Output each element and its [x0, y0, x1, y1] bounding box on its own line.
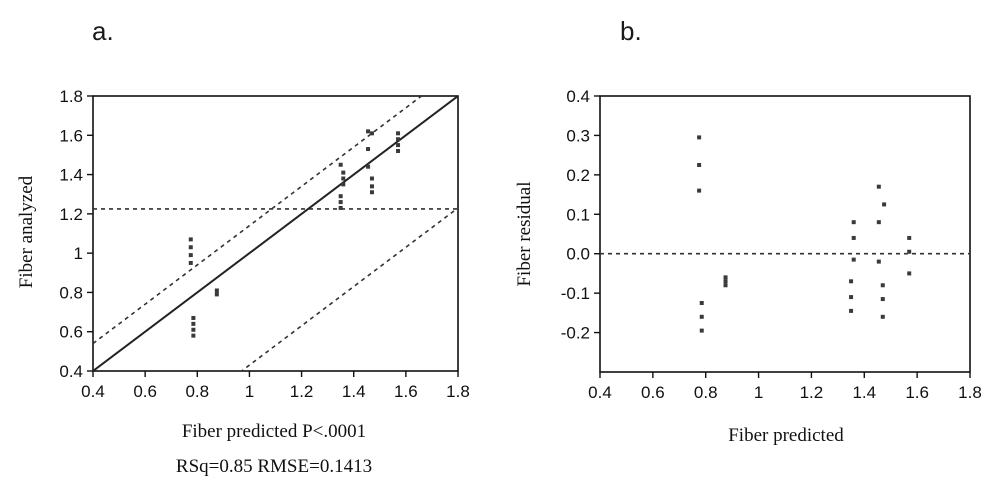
panel-b-data-point: [697, 135, 702, 140]
panel-a-label: a.: [92, 16, 114, 46]
panel-b-x-tick-label: 0.6: [641, 383, 665, 402]
panel-a-data-point: [366, 147, 371, 152]
panel-b-plot-frame: [599, 95, 971, 373]
panel-a-data-point: [396, 131, 401, 136]
panel-a-caption: RSq=0.85 RMSE=0.1413: [176, 456, 372, 477]
panel-b-data-point: [851, 220, 856, 225]
panel-b-data-point: [876, 184, 881, 189]
panel-a-y-tick-label: 1.8: [59, 87, 83, 106]
panel-b-data-point: [907, 249, 912, 254]
panel-b-data-point: [849, 279, 854, 284]
panel-b-data-point: [880, 314, 885, 319]
panel-a-x-axis-title: Fiber predicted P<.0001: [182, 421, 366, 442]
panel-a-y-tick-label: 1.2: [59, 205, 83, 224]
panel-a-data-point: [341, 176, 346, 181]
panel-b-y-tick-label: 0.4: [566, 87, 590, 106]
panel-b-x-tick-label: 1: [754, 383, 763, 402]
panel-a-data-point: [341, 170, 346, 175]
panel-a-data-point: [396, 149, 401, 153]
panel-a-y-tick-label: 1.4: [59, 166, 83, 185]
panel-a-data-point: [338, 205, 343, 210]
panel-b-data-point: [907, 271, 912, 276]
panel-a-y-tick-label: 0.4: [59, 362, 83, 381]
panel-a-data-point: [366, 129, 371, 134]
panel-b-data-point: [697, 163, 702, 167]
panel-a-plot: 0.4 0.6 0.8 1 1.2 1.4 1.6 1.8 0.4 0.6 0.8 1 1.2 1.4 1.…: [59, 87, 470, 401]
panel-b-label: b.: [620, 16, 642, 46]
panel-b-data-point: [699, 301, 704, 305]
panel-a-x-tick-label: 0.4: [81, 382, 105, 401]
panel-a-x-tick-label: 1.4: [342, 382, 366, 401]
panel-a-y-axis-title: Fiber analyzed: [16, 175, 37, 288]
panel-b-x-tick-label: 1.4: [852, 383, 876, 402]
panel-a-data-point: [188, 245, 193, 250]
panel-a-data-point: [191, 315, 196, 320]
panel-b-data-point: [880, 297, 885, 302]
panel-b-data-point: [876, 220, 881, 225]
panel-b-data-point: [880, 283, 885, 288]
panel-a-data-point: [188, 260, 193, 265]
panel-a-x-tick-label: 1.6: [394, 382, 418, 401]
panel-a-data-point: [366, 164, 371, 169]
panel-b-data-point: [699, 328, 704, 333]
panel-b-y-axis-title: Fiber residual: [514, 181, 535, 286]
panel-b-y-tick-label: 0.1: [566, 205, 590, 224]
panel-a-x-tick-label: 1: [245, 382, 254, 401]
panel-b-data-point: [876, 259, 881, 264]
panel-b-x-tick-label: 0.4: [588, 383, 612, 402]
panel-a-data-point: [188, 253, 193, 258]
panel-b-data-point: [849, 295, 854, 300]
panel-a-data-point: [369, 184, 374, 189]
panel-b-y-tick-label: 0.3: [566, 126, 590, 145]
panel-b-data-point: [907, 235, 912, 240]
panel-a-data-point: [396, 137, 401, 142]
panel-b-data-point: [851, 257, 856, 262]
panel-b-data-point: [849, 308, 854, 313]
panel-a-y-tick-label: 1: [74, 244, 83, 263]
panel-a-x-tick-label: 0.6: [133, 382, 157, 401]
panel-b-data-point: [723, 279, 728, 284]
panel-a-data-point: [341, 182, 346, 187]
panel-b-y-tick-label: -0.2: [561, 324, 590, 343]
panel-a-data-point: [191, 321, 196, 326]
panel-a-confidence-line-1: [93, 96, 423, 345]
panel-b-x-tick-label: 1.8: [958, 383, 982, 402]
panel-b-x-tick-label: 1.6: [905, 383, 929, 402]
panel-b-x-axis-title: Fiber predicted: [728, 425, 844, 446]
panel-a-y-tick-label: 0.6: [59, 323, 83, 342]
panel-a-y-tick-label: 0.8: [59, 283, 83, 302]
panel-b-data-point: [882, 202, 887, 207]
panel-b-y-tick-label: 0.2: [566, 166, 590, 185]
panel-a-data-point: [369, 176, 374, 181]
panel-b-data-point: [723, 275, 728, 280]
panel-b-plot: 0.4 0.6 0.8 1 1.2 1.4 1.6 1.8 -0.2 -0.1 0.0 0.1 0.2 0…: [561, 87, 982, 402]
panel-b-data-point: [723, 283, 728, 288]
panel-b-x-tick-label: 0.8: [694, 383, 718, 402]
panel-a-data-point: [396, 143, 401, 148]
panel-b-y-tick-label: 0.0: [566, 245, 590, 264]
panel-b-data-point: [697, 188, 702, 193]
panel-a-data-point: [338, 162, 343, 167]
panel-a-fit-line: [93, 96, 458, 371]
panel-a-x-tick-label: 1.8: [446, 382, 470, 401]
panel-a-data-point: [214, 292, 219, 297]
panel-a-plot-frame: [92, 95, 459, 372]
panel-a-data-point: [338, 200, 343, 205]
panel-b-data-point: [699, 314, 704, 319]
panel-a-data-point: [369, 190, 374, 195]
panel-b-y-tick-label: -0.1: [561, 284, 590, 303]
panel-a-y-tick-label: 1.6: [59, 126, 83, 145]
panel-a-x-tick-label: 1.2: [290, 382, 314, 401]
panel-a-x-tick-label: 0.8: [185, 382, 209, 401]
panel-a-data-point: [338, 194, 343, 199]
panel-a-data-point: [191, 333, 196, 338]
panel-b-data-point: [851, 235, 856, 240]
panel-a-data-point: [214, 288, 219, 293]
panel-b-x-tick-label: 1.2: [800, 383, 824, 402]
panel-a-data-point: [369, 131, 374, 136]
panel-a-data-point: [188, 237, 193, 242]
panel-a-data-point: [191, 327, 196, 332]
